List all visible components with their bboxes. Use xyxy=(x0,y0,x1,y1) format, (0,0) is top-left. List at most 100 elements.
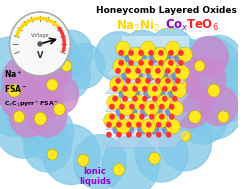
Circle shape xyxy=(125,65,140,80)
Circle shape xyxy=(200,86,238,125)
Circle shape xyxy=(12,14,68,74)
Circle shape xyxy=(166,107,174,116)
Circle shape xyxy=(165,68,171,74)
Circle shape xyxy=(62,43,104,88)
Circle shape xyxy=(102,136,159,189)
Circle shape xyxy=(150,65,164,80)
Circle shape xyxy=(43,50,90,100)
Circle shape xyxy=(166,93,176,104)
Circle shape xyxy=(110,77,124,92)
Circle shape xyxy=(136,122,142,128)
Circle shape xyxy=(169,89,177,98)
Circle shape xyxy=(148,60,154,66)
Circle shape xyxy=(128,47,142,62)
Circle shape xyxy=(145,68,151,74)
Circle shape xyxy=(148,50,154,56)
Circle shape xyxy=(145,78,151,84)
Circle shape xyxy=(128,50,134,56)
Circle shape xyxy=(136,132,142,138)
Text: V: V xyxy=(37,51,43,60)
Text: Na$^+$: Na$^+$ xyxy=(4,68,22,80)
Circle shape xyxy=(22,76,64,120)
Circle shape xyxy=(118,60,124,66)
Circle shape xyxy=(176,37,242,107)
Circle shape xyxy=(74,135,126,189)
Circle shape xyxy=(152,86,158,92)
Circle shape xyxy=(132,86,138,92)
Polygon shape xyxy=(106,130,189,148)
Circle shape xyxy=(160,77,174,92)
Circle shape xyxy=(122,86,128,92)
Circle shape xyxy=(159,39,212,93)
Circle shape xyxy=(0,78,38,118)
Circle shape xyxy=(139,104,145,110)
Circle shape xyxy=(175,79,186,91)
Circle shape xyxy=(180,130,191,141)
Circle shape xyxy=(50,30,93,75)
Circle shape xyxy=(24,122,71,172)
Circle shape xyxy=(47,149,58,160)
Circle shape xyxy=(46,79,58,91)
Circle shape xyxy=(149,104,155,110)
Polygon shape xyxy=(106,112,189,130)
Circle shape xyxy=(125,68,131,74)
Circle shape xyxy=(162,125,171,134)
Polygon shape xyxy=(121,35,189,47)
Circle shape xyxy=(138,50,144,56)
Circle shape xyxy=(54,103,65,115)
Circle shape xyxy=(116,132,122,138)
Circle shape xyxy=(154,113,168,128)
Circle shape xyxy=(218,111,229,123)
Circle shape xyxy=(150,53,158,62)
Circle shape xyxy=(147,83,162,98)
Circle shape xyxy=(149,152,160,164)
Circle shape xyxy=(0,98,52,158)
Circle shape xyxy=(156,89,165,98)
Circle shape xyxy=(113,164,124,176)
Circle shape xyxy=(0,52,62,117)
Circle shape xyxy=(159,104,165,110)
Circle shape xyxy=(13,111,25,123)
Circle shape xyxy=(34,112,46,125)
Circle shape xyxy=(169,114,174,120)
Polygon shape xyxy=(106,76,189,94)
Circle shape xyxy=(115,78,121,84)
Circle shape xyxy=(158,60,164,66)
Circle shape xyxy=(175,53,183,62)
Circle shape xyxy=(153,107,162,116)
Circle shape xyxy=(0,71,45,136)
Circle shape xyxy=(156,122,162,128)
Text: TeO$_6$: TeO$_6$ xyxy=(186,18,219,33)
Circle shape xyxy=(138,59,152,74)
Circle shape xyxy=(189,110,201,123)
Circle shape xyxy=(175,68,181,74)
Circle shape xyxy=(61,60,72,71)
Circle shape xyxy=(109,104,115,110)
Circle shape xyxy=(125,53,134,62)
Circle shape xyxy=(135,68,141,74)
Circle shape xyxy=(183,57,226,102)
Circle shape xyxy=(5,79,62,139)
Circle shape xyxy=(116,122,122,128)
Circle shape xyxy=(121,30,164,75)
Circle shape xyxy=(135,77,149,92)
Circle shape xyxy=(192,58,250,123)
Circle shape xyxy=(128,107,137,116)
Circle shape xyxy=(178,47,192,62)
Circle shape xyxy=(26,29,78,84)
Circle shape xyxy=(166,122,172,128)
Circle shape xyxy=(135,78,141,84)
Circle shape xyxy=(166,41,180,56)
Circle shape xyxy=(190,37,228,77)
Circle shape xyxy=(125,125,134,134)
Circle shape xyxy=(106,122,112,128)
Circle shape xyxy=(116,119,130,134)
Circle shape xyxy=(155,68,161,74)
Circle shape xyxy=(172,71,180,80)
Circle shape xyxy=(176,89,228,144)
Circle shape xyxy=(119,101,134,116)
Text: Voltage: Voltage xyxy=(31,33,49,38)
Circle shape xyxy=(172,83,186,98)
Circle shape xyxy=(107,95,121,110)
Circle shape xyxy=(78,154,89,166)
